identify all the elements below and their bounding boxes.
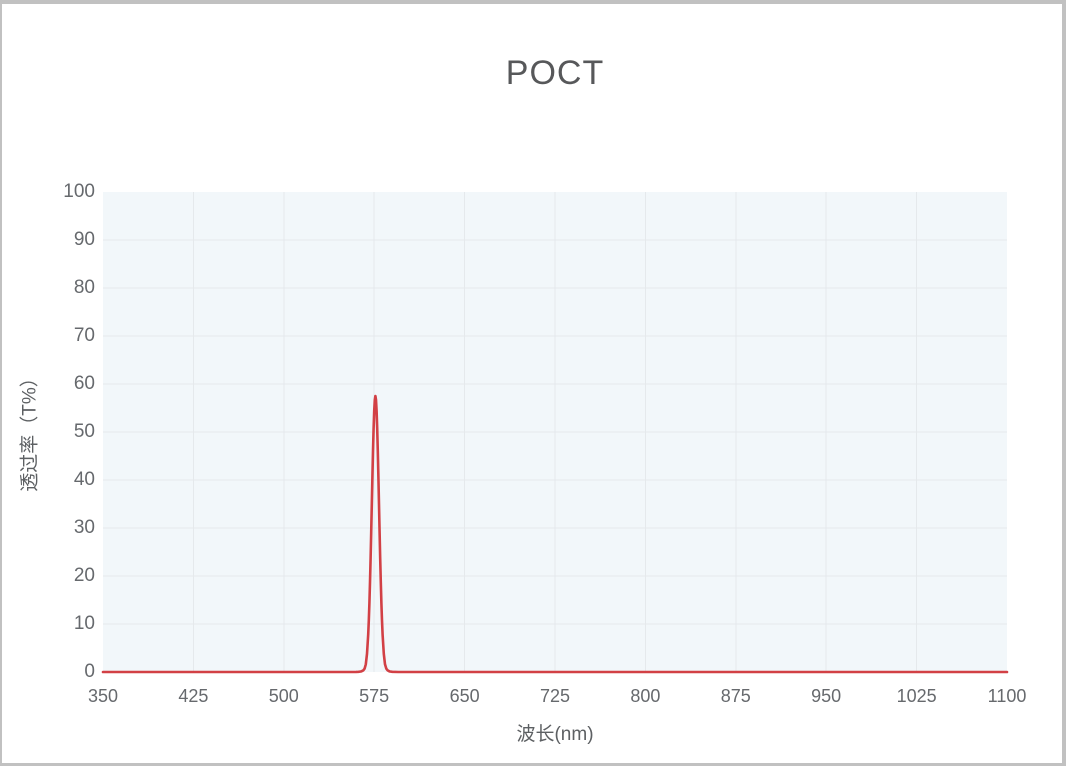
x-tick-label: 875 (720, 686, 751, 706)
y-tick-label: 20 (73, 565, 95, 586)
y-tick-label: 30 (73, 517, 95, 538)
x-tick-label: 350 (87, 686, 119, 706)
y-tick-label: 10 (73, 613, 95, 634)
y-tick-label: 80 (73, 277, 95, 298)
x-tick-label: 725 (539, 686, 571, 706)
x-tick-label: 1025 (896, 686, 937, 706)
x-tick-label: 575 (359, 686, 390, 706)
x-tick-label: 1100 (987, 686, 1027, 706)
series-line (101, 394, 1009, 674)
x-tick-label: 950 (811, 686, 842, 706)
x-tick-label: 650 (449, 686, 480, 706)
x-tick-label: 800 (630, 686, 661, 706)
chart-title: POCT (505, 54, 605, 92)
y-tick-label: 100 (63, 181, 95, 202)
y-tick-label: 40 (73, 469, 95, 490)
y-axis-tick-labels: 0 10 20 30 40 50 60 70 80 90 100 (2, 181, 95, 682)
y-tick-label: 50 (73, 421, 95, 442)
y-tick-label: 60 (73, 373, 95, 394)
plot-area (101, 192, 1009, 674)
x-axis-tick-labels: 350 425 500 575 650 725 800 875 950 1025 1100 (88, 684, 1026, 710)
x-axis-title: 波长(nm) (516, 724, 594, 745)
y-tick-label: 90 (73, 229, 95, 250)
plot-svg (101, 192, 1009, 674)
x-tick-label: 500 (268, 686, 299, 706)
y-tick-label: 70 (73, 325, 95, 346)
chart-window: POCT 透过率（T%） 0 10 20 30 40 50 60 70 80 90 100 350 4… (0, 0, 1066, 766)
x-tick-label: 425 (178, 686, 209, 706)
y-tick-label: 0 (84, 661, 95, 682)
